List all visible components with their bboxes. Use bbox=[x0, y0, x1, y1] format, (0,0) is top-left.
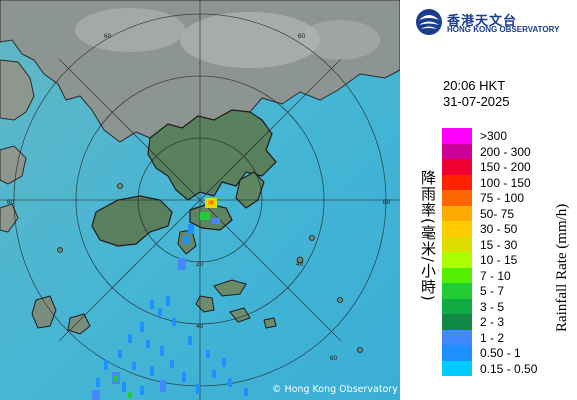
legend-label: 0.50 - 1 bbox=[480, 346, 521, 360]
range-ring-labels: 60 60 60 40 20 40 60 60 bbox=[7, 33, 391, 362]
cloud-patch bbox=[180, 12, 320, 68]
legend-swatch bbox=[442, 190, 472, 206]
legend-label: 50- 75 bbox=[480, 206, 515, 221]
legend-swatch bbox=[442, 174, 472, 190]
info-panel: 香港天文台 HONG KONG OBSERVATORY 20:06 HKT 31… bbox=[400, 0, 577, 400]
ring-label: 40 bbox=[296, 261, 304, 268]
legend-label: 0.15 - 0.50 bbox=[480, 361, 538, 376]
island-chain-2 bbox=[263, 317, 277, 329]
radar-echoes bbox=[92, 198, 248, 400]
islet bbox=[357, 347, 363, 353]
hko-logo-icon bbox=[416, 9, 442, 35]
legend-swatch bbox=[442, 345, 472, 361]
map-copyright: © Hong Kong Observatory bbox=[272, 384, 398, 395]
legend-label: 2 - 3 bbox=[480, 315, 505, 329]
lantau-island bbox=[91, 195, 173, 247]
legend-swatch bbox=[442, 128, 472, 144]
legend-swatch bbox=[442, 252, 472, 268]
legend-swatch bbox=[442, 221, 472, 237]
ring-label: 60 bbox=[330, 355, 338, 362]
legend-label: 5 - 7 bbox=[480, 284, 505, 298]
islet bbox=[309, 235, 315, 241]
island-south bbox=[67, 313, 91, 335]
ring-label: 60 bbox=[383, 199, 391, 206]
observation-date: 31-07-2025 bbox=[443, 94, 510, 109]
legend-swatch bbox=[442, 329, 472, 345]
legend-swatch bbox=[442, 283, 472, 299]
legend-title-en: Rainfall Rate (mm/h) bbox=[554, 203, 570, 332]
org-name-zh: 香港天文台 bbox=[447, 14, 518, 29]
ring-label: 60 bbox=[298, 33, 306, 40]
west-island-2 bbox=[0, 203, 19, 233]
islet bbox=[296, 256, 304, 264]
cloud-patch bbox=[75, 8, 185, 52]
legend-label: 3 - 5 bbox=[480, 299, 505, 314]
legend-swatch bbox=[442, 298, 472, 314]
legend-label: >300 bbox=[480, 129, 508, 143]
islet bbox=[117, 183, 123, 189]
ring-label: 60 bbox=[7, 199, 15, 206]
legend-label: 100 - 150 bbox=[480, 175, 531, 190]
island-east bbox=[213, 279, 247, 297]
observation-time: 20:06 HKT bbox=[443, 78, 506, 93]
legend-label: 15 - 30 bbox=[480, 237, 518, 252]
legend-swatch bbox=[442, 360, 472, 376]
islet bbox=[57, 247, 63, 253]
legend-label: 200 - 300 bbox=[480, 144, 531, 159]
legend-swatch bbox=[442, 159, 472, 175]
legend-swatch bbox=[442, 205, 472, 221]
legend-swatch bbox=[442, 143, 472, 159]
island-se bbox=[195, 295, 215, 313]
legend-swatch bbox=[442, 236, 472, 252]
radar-map-graphic: 60 60 60 40 20 40 60 60 bbox=[0, 0, 400, 400]
cloud-patch bbox=[300, 20, 380, 60]
legend-label: 10 - 15 bbox=[480, 253, 518, 267]
legend-label: 30 - 50 bbox=[480, 222, 518, 236]
islet bbox=[337, 297, 343, 303]
new-territories bbox=[147, 109, 277, 201]
island-south-west bbox=[31, 295, 57, 329]
range-rings bbox=[0, 0, 400, 400]
legend-label: 75 - 100 bbox=[480, 191, 525, 205]
legend-title-zh: 降雨率(毫米/小時) bbox=[419, 170, 437, 302]
legend-label: 7 - 10 bbox=[480, 268, 511, 283]
mainland-west bbox=[0, 59, 35, 121]
ring-label: 40 bbox=[196, 323, 204, 330]
ring-label: 20 bbox=[196, 261, 204, 268]
legend-label: 150 - 200 bbox=[480, 160, 531, 174]
legend-label: 1 - 2 bbox=[480, 330, 505, 345]
legend-swatch bbox=[442, 267, 472, 283]
radar-map: 60 60 60 40 20 40 60 60 bbox=[0, 0, 400, 400]
legend-swatch bbox=[442, 314, 472, 330]
org-name-en: HONG KONG OBSERVATORY bbox=[447, 25, 560, 34]
ring-label: 60 bbox=[104, 33, 112, 40]
hko-logo: 香港天文台 HONG KONG OBSERVATORY bbox=[415, 8, 575, 36]
